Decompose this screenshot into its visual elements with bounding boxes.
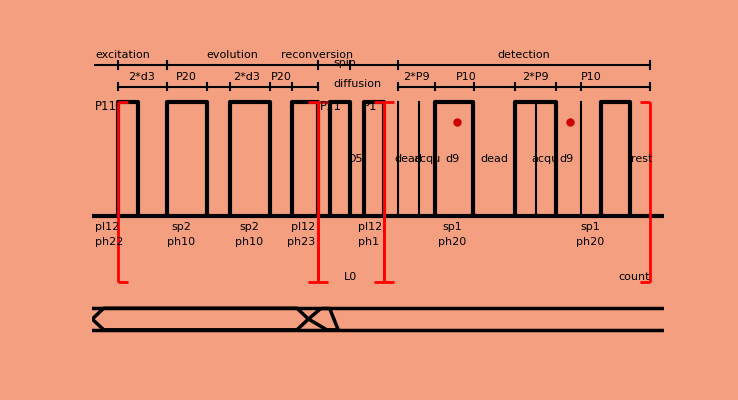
Text: L0: L0	[344, 272, 357, 282]
Text: P20: P20	[271, 72, 292, 82]
Text: dead: dead	[480, 154, 508, 164]
Text: P11: P11	[320, 100, 342, 113]
Text: sp1: sp1	[580, 222, 600, 232]
Text: D5: D5	[348, 154, 363, 164]
Text: detection: detection	[497, 50, 551, 60]
Text: P10: P10	[456, 72, 477, 82]
Text: P1: P1	[363, 100, 377, 113]
Text: ph20: ph20	[576, 237, 604, 247]
Text: d9: d9	[446, 154, 460, 164]
Text: acqu: acqu	[531, 154, 559, 164]
Text: ph10: ph10	[167, 237, 195, 247]
Text: P20: P20	[176, 72, 197, 82]
Text: evolution: evolution	[207, 50, 258, 60]
Text: 2*P9: 2*P9	[403, 72, 430, 82]
Text: P10: P10	[582, 72, 602, 82]
Text: pl12: pl12	[291, 222, 315, 232]
Text: ph20: ph20	[438, 237, 466, 247]
Text: ph23: ph23	[287, 237, 315, 247]
Text: rest: rest	[631, 154, 652, 164]
Text: 2*d3: 2*d3	[233, 72, 260, 82]
Text: ph10: ph10	[235, 237, 263, 247]
Text: sp2: sp2	[171, 222, 191, 232]
Text: pl12: pl12	[358, 222, 382, 232]
Text: 2*P9: 2*P9	[523, 72, 549, 82]
Text: ph1: ph1	[358, 237, 379, 247]
Text: count: count	[618, 272, 650, 282]
Text: P11: P11	[95, 100, 117, 113]
Text: ph22: ph22	[95, 237, 123, 247]
Text: reconversion: reconversion	[281, 50, 353, 60]
Text: spin: spin	[334, 58, 356, 68]
Text: pl12: pl12	[95, 222, 120, 232]
Text: 2*d3: 2*d3	[128, 72, 156, 82]
Text: sp1: sp1	[443, 222, 463, 232]
Text: dead: dead	[395, 154, 423, 164]
Text: d9: d9	[560, 154, 574, 164]
Text: sp2: sp2	[240, 222, 260, 232]
Text: acqu: acqu	[414, 154, 441, 164]
Text: excitation: excitation	[95, 50, 150, 60]
Text: diffusion: diffusion	[334, 79, 382, 89]
